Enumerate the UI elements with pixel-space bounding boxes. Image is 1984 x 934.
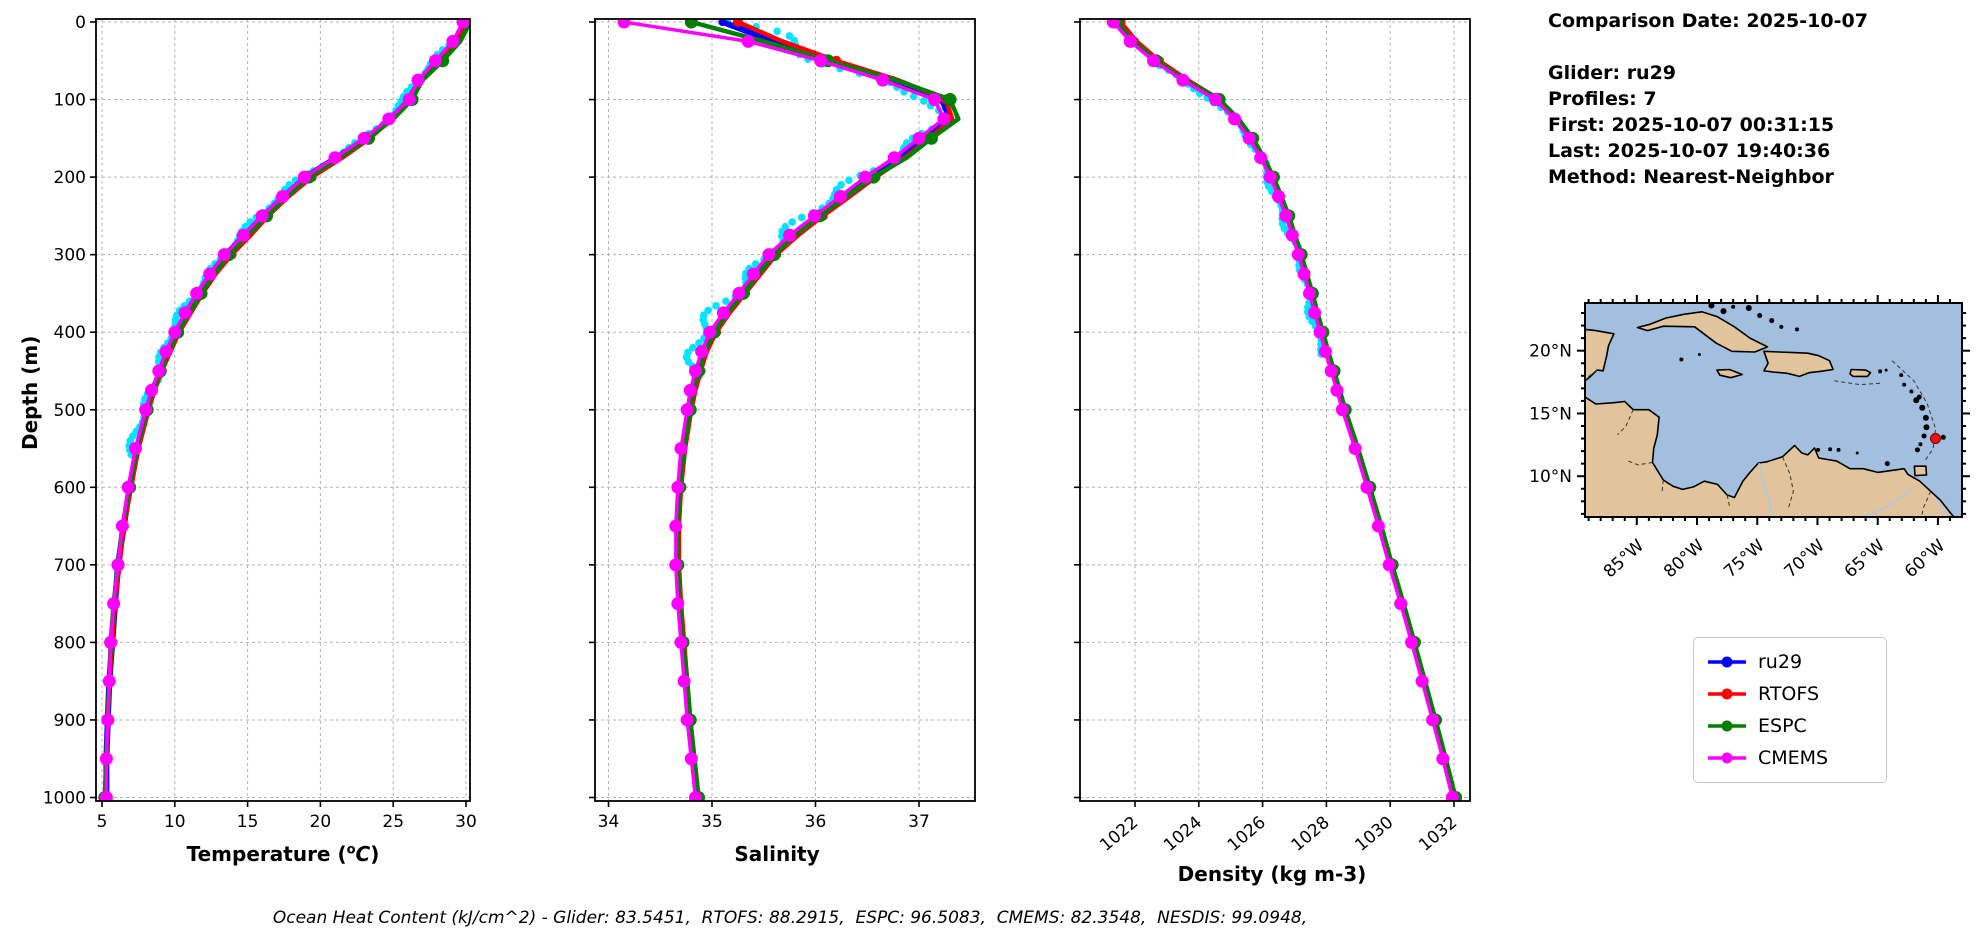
temperature-label-unit: C bbox=[355, 842, 371, 866]
temperature-grid bbox=[96, 19, 470, 801]
svg-text:100: 100 bbox=[54, 91, 86, 111]
RTOFS-markers bbox=[1115, 19, 1460, 801]
comparison-date: Comparison Date: 2025-10-07 bbox=[1548, 10, 1868, 32]
legend-sample-RTOFS bbox=[1708, 688, 1746, 700]
density-plot: 1022 1024 1026 1028 1030 1032 bbox=[1074, 18, 1471, 856]
svg-text:1028: 1028 bbox=[1288, 813, 1334, 856]
svg-text:25: 25 bbox=[382, 812, 404, 832]
legend-label: ru29 bbox=[1758, 651, 1803, 673]
svg-text:80°W: 80°W bbox=[1660, 536, 1708, 582]
temperature-label-text: Temperature ( bbox=[186, 842, 347, 866]
info-glider: Glider: ru29 bbox=[1548, 62, 1677, 84]
svg-text:200: 200 bbox=[54, 168, 86, 188]
temperature-xtick-labels: 5 10 15 20 25 30 bbox=[97, 812, 477, 832]
svg-text:500: 500 bbox=[54, 401, 86, 421]
svg-text:700: 700 bbox=[54, 556, 86, 576]
map-islands bbox=[1679, 303, 1946, 467]
temperature-ticks bbox=[90, 21, 467, 807]
svg-text:900: 900 bbox=[54, 711, 86, 731]
map-lat-labels: 20°N 15°N 10°N bbox=[1529, 342, 1572, 488]
map-land bbox=[1585, 311, 1956, 517]
CMEMS-markers bbox=[617, 19, 951, 801]
svg-text:20°N: 20°N bbox=[1529, 342, 1572, 362]
map-borders bbox=[1585, 360, 1937, 517]
legend-sample-ru29 bbox=[1708, 656, 1746, 668]
svg-text:70°W: 70°W bbox=[1781, 536, 1829, 582]
legend: ru29 RTOFS ESPC CMEMS bbox=[1693, 637, 1887, 783]
legend-item-CMEMS: CMEMS bbox=[1706, 747, 1874, 769]
svg-text:30: 30 bbox=[455, 812, 477, 832]
svg-text:37: 37 bbox=[908, 812, 930, 832]
temperature-label-close: ) bbox=[370, 842, 380, 866]
svg-text:10: 10 bbox=[164, 812, 186, 832]
ru29-line bbox=[103, 19, 470, 801]
temperature-axis-label: Temperature (oC) bbox=[187, 842, 380, 866]
legend-label: ESPC bbox=[1758, 715, 1807, 737]
legend-item-ru29: ru29 bbox=[1706, 651, 1874, 673]
glider-raw-scatter bbox=[1147, 56, 1326, 358]
svg-text:15: 15 bbox=[237, 812, 259, 832]
info-method: Method: Nearest-Neighbor bbox=[1548, 166, 1834, 188]
svg-text:60°W: 60°W bbox=[1901, 536, 1949, 582]
density-xtick-labels: 1022 1024 1026 1028 1030 1032 bbox=[1096, 813, 1461, 856]
legend-label: CMEMS bbox=[1758, 747, 1829, 769]
svg-text:0: 0 bbox=[75, 13, 86, 33]
density-ticks bbox=[1074, 21, 1455, 807]
ohc-footer: Ocean Heat Content (kJ/cm^2) - Glider: 8… bbox=[272, 908, 1308, 928]
legend-sample-CMEMS bbox=[1708, 752, 1746, 764]
svg-text:10°N: 10°N bbox=[1529, 467, 1572, 487]
depth-tick-labels: 0 100 200 300 400 500 600 700 800 900 1000 bbox=[43, 13, 86, 809]
svg-text:65°W: 65°W bbox=[1841, 536, 1889, 582]
salinity-plot: 34 35 36 37 bbox=[589, 18, 976, 832]
info-last: Last: 2025-10-07 19:40:36 bbox=[1548, 140, 1831, 162]
info-first: First: 2025-10-07 00:31:15 bbox=[1548, 114, 1835, 136]
CMEMS-markers bbox=[99, 19, 470, 801]
svg-text:5: 5 bbox=[97, 812, 108, 832]
svg-text:300: 300 bbox=[54, 246, 86, 266]
legend-sample-ESPC bbox=[1708, 720, 1746, 732]
svg-text:800: 800 bbox=[54, 633, 86, 653]
density-grid bbox=[1080, 19, 1470, 801]
svg-text:1026: 1026 bbox=[1224, 813, 1270, 856]
y-axis-label: Depth (m) bbox=[18, 335, 42, 450]
svg-text:1030: 1030 bbox=[1351, 813, 1397, 856]
svg-text:400: 400 bbox=[54, 323, 86, 343]
temperature-plot: 5 10 15 20 25 3001002003004005006007008009001… bbox=[43, 13, 477, 832]
svg-text:34: 34 bbox=[598, 812, 620, 832]
map-ticks bbox=[1577, 295, 1970, 525]
svg-text:1000: 1000 bbox=[43, 789, 86, 809]
svg-text:1024: 1024 bbox=[1160, 813, 1206, 856]
info-spacer bbox=[1548, 34, 1868, 60]
legend-item-RTOFS: RTOFS bbox=[1706, 683, 1874, 705]
salinity-grid bbox=[595, 19, 975, 801]
svg-text:36: 36 bbox=[805, 812, 827, 832]
temperature-label-sup: o bbox=[346, 842, 356, 858]
svg-text:1022: 1022 bbox=[1096, 813, 1142, 856]
comparison-info-block: Comparison Date: 2025-10-07 Glider: ru29… bbox=[1548, 8, 1868, 190]
CMEMS-markers bbox=[1106, 19, 1459, 801]
map-lon-labels: 85°W 80°W 75°W 70°W 65°W 60°W bbox=[1600, 536, 1950, 582]
svg-text:1032: 1032 bbox=[1415, 813, 1461, 856]
legend-item-ESPC: ESPC bbox=[1706, 715, 1874, 737]
map-frame bbox=[1584, 302, 1963, 518]
salinity-xtick-labels: 34 35 36 37 bbox=[598, 812, 930, 832]
svg-text:15°N: 15°N bbox=[1529, 404, 1572, 424]
salinity-axis-label: Salinity bbox=[734, 842, 820, 866]
salinity-ticks bbox=[589, 21, 920, 807]
svg-text:35: 35 bbox=[701, 812, 723, 832]
glider-position-marker bbox=[1930, 433, 1942, 445]
density-axis-label: Density (kg m-3) bbox=[1177, 862, 1367, 886]
inset-map: 20°N 15°N 10°N 85°W 80°W 75°W 70°W 65°W 60°W bbox=[1529, 295, 1970, 582]
svg-text:85°W: 85°W bbox=[1600, 536, 1648, 582]
svg-text:20: 20 bbox=[310, 812, 332, 832]
legend-label: RTOFS bbox=[1758, 683, 1820, 705]
info-profiles: Profiles: 7 bbox=[1548, 88, 1657, 110]
svg-text:75°W: 75°W bbox=[1720, 536, 1768, 582]
svg-text:600: 600 bbox=[54, 478, 86, 498]
